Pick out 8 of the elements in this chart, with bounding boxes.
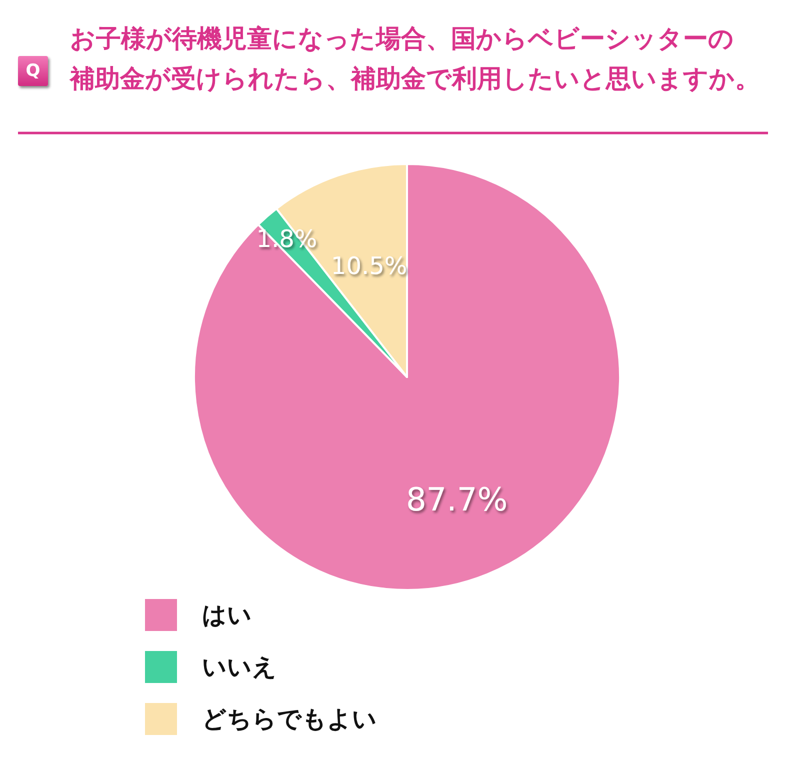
chart-title: お子様が待機児童になった場合、国からベビーシッターの補助金が受けられたら、補助金で利用したいと思いますか。 — [69, 24, 760, 93]
legend: はい いいえ どちらでもよい — [145, 599, 377, 735]
text: Q — [26, 61, 40, 81]
legend-label: どちらでもよい — [202, 705, 377, 733]
legend-label: いいえ — [202, 653, 277, 681]
legend-label: はい — [202, 601, 252, 629]
data-label: 87.7% — [406, 480, 508, 518]
data-label: 10.5% — [330, 252, 408, 280]
